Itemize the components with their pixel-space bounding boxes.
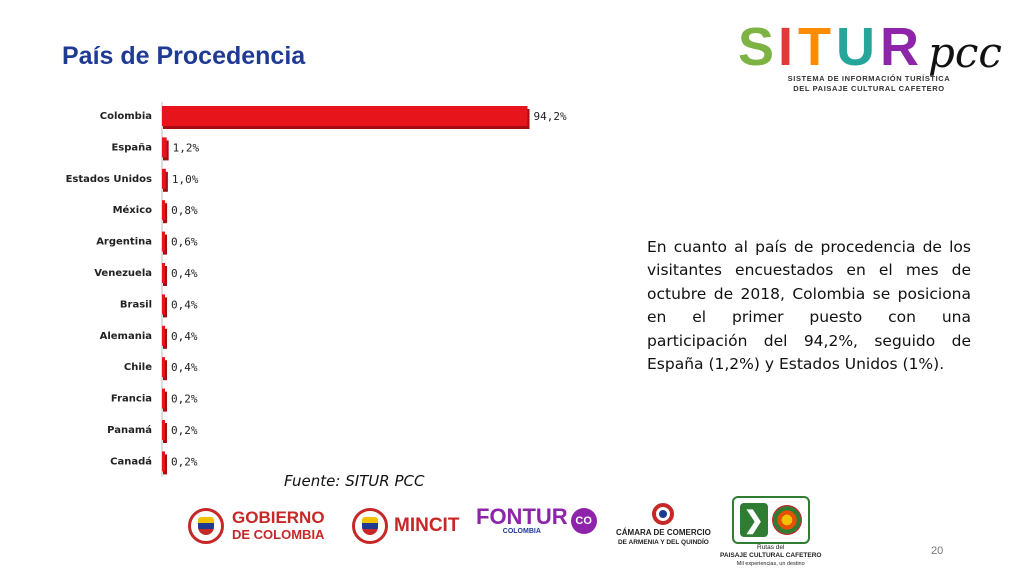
country-origin-bar-chart: Colombia 94,2% España 1,2% Estados Unidos 1,0… (66, 102, 567, 477)
bar (162, 231, 165, 252)
rutas-line1: Rutas del (757, 544, 785, 551)
bar (162, 263, 165, 283)
gobierno-colombia-logo: GOBIERNO DE COLOMBIA (188, 508, 325, 544)
camara-line2: DE ARMENIA Y DEL QUINDÍO (617, 539, 709, 546)
bar (162, 451, 165, 472)
category-label: Colombia (100, 111, 152, 122)
page-number: 20 (931, 545, 944, 557)
footer-logos: GOBIERNO DE COLOMBIA MINCIT FONTUR COLOM… (188, 496, 828, 567)
source-note: Fuente: SITUR PCC (284, 472, 425, 490)
logo-subtitle-line1: SISTEMA DE INFORMACIÓN TURÍSTICA (787, 74, 951, 83)
mincit-text: MINCIT (394, 515, 460, 536)
fontur-subtext: COLOMBIA (502, 528, 541, 535)
value-label: 1,0% (172, 173, 199, 186)
category-label: Chile (124, 362, 152, 373)
value-label: 0,2% (171, 393, 198, 406)
logo-letter-t: T (798, 17, 831, 77)
logo-subtitle-line2: DEL PAISAJE CULTURAL CAFETERO (793, 84, 945, 93)
value-label: 94,2% (533, 110, 566, 123)
category-label: Alemania (100, 331, 152, 342)
category-label: España (111, 142, 152, 153)
category-label: Argentina (96, 237, 152, 248)
value-label: 1,2% (173, 141, 200, 154)
bar (162, 137, 167, 158)
fontur-text: FONTUR (476, 504, 568, 529)
value-label: 0,6% (171, 236, 198, 249)
category-label: Francia (111, 394, 152, 405)
coat-of-arms-icon (188, 508, 224, 544)
page-title: País de Procedencia (62, 42, 306, 70)
value-label: 0,4% (171, 267, 198, 280)
category-label: México (113, 204, 153, 216)
value-label: 0,4% (171, 298, 198, 311)
category-label: Panamá (107, 424, 152, 436)
gobierno-line1: GOBIERNO (232, 508, 325, 527)
fontur-logo: FONTUR COLOMBIA CO (476, 506, 597, 535)
gobierno-line2: DE COLOMBIA (232, 527, 325, 542)
logo-letter-u: U (836, 17, 875, 77)
value-label: 0,4% (171, 361, 198, 374)
category-label: Estados Unidos (66, 174, 152, 185)
summary-paragraph: En cuanto al país de procedencia de los … (647, 238, 971, 374)
value-label: 0,8% (171, 204, 198, 217)
bar (162, 325, 165, 346)
logo-letter-s: S (738, 17, 775, 77)
flower-icon (771, 505, 802, 535)
rutas-line2: PAISAJE CULTURAL CAFETERO (720, 552, 822, 559)
situr-pcc-logo: S I T U R pcc SISTEMA DE INFORMACIÓN TUR… (738, 17, 1002, 98)
bar (162, 168, 166, 189)
logo-letter-r: R (880, 17, 919, 77)
bar (162, 420, 165, 440)
logo-pcc-text: pcc (928, 28, 1002, 77)
value-label: 0,4% (171, 330, 198, 343)
value-label: 0,2% (171, 455, 198, 468)
logo-subtitle: SISTEMA DE INFORMACIÓN TURÍSTICA DEL PAI… (738, 74, 1000, 94)
bar (162, 106, 528, 126)
co-badge-icon: CO (570, 507, 597, 534)
value-label: 0,2% (171, 424, 198, 437)
bar (162, 388, 165, 409)
camara-swirl-icon (652, 503, 675, 525)
mincit-logo: MINCIT (352, 508, 459, 544)
logo-letter-i: I (778, 17, 794, 77)
bar (162, 200, 166, 221)
category-label: Canadá (110, 455, 152, 467)
rutas-paisaje-logo: ❯ Rutas del PAISAJE CULTURAL CAFETERO Mi… (720, 496, 821, 568)
bar (162, 294, 165, 315)
camara-comercio-logo: CÁMARA DE COMERCIO DE ARMENIA Y DEL QUIN… (616, 502, 711, 548)
category-label: Venezuela (94, 268, 152, 279)
arrow-icon: ❯ (739, 503, 768, 537)
category-label: Brasil (120, 299, 152, 310)
rutas-line3: Mil experiencias, un destino (736, 561, 805, 567)
coat-of-arms-icon (352, 508, 388, 544)
camara-line1: CÁMARA DE COMERCIO (616, 528, 711, 537)
bar (162, 357, 165, 378)
